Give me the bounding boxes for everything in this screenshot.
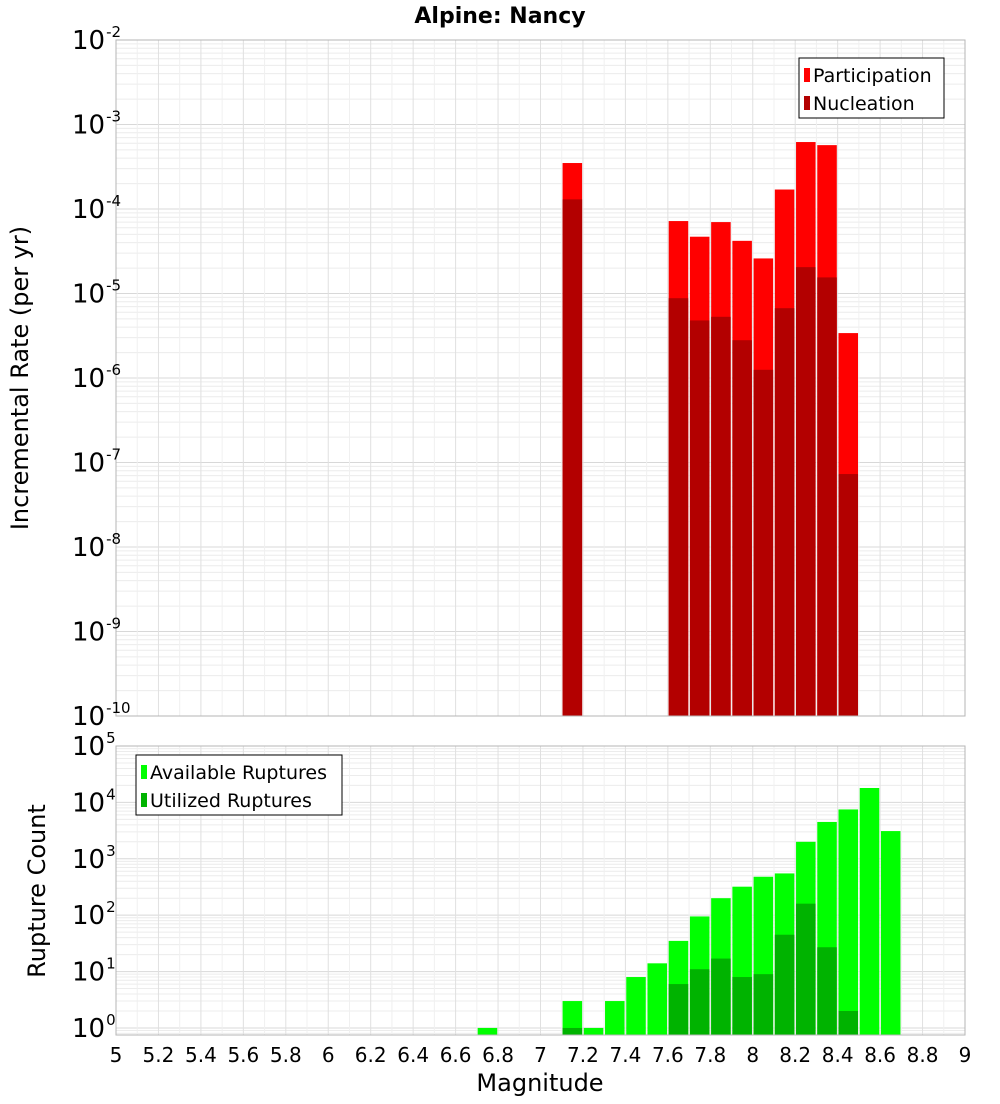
bottom-bar-secondary [689, 969, 710, 1035]
top-y-tick-label: 10-5 [72, 277, 121, 310]
x-tick-label: 7 [534, 1043, 547, 1067]
top-y-tick-label: 10-3 [72, 108, 121, 141]
bottom-plot-frame [115, 745, 966, 1036]
top-bar-secondary [753, 369, 774, 716]
bottom-bar-primary [859, 787, 880, 1035]
x-tick-label: 5.8 [270, 1043, 302, 1067]
x-tick-label: 6.8 [482, 1043, 514, 1067]
bottom-legend-label: Utilized Ruptures [150, 790, 312, 812]
top-y-tick-label: 10-2 [72, 23, 121, 56]
top-y-tick-labels: 10-10 10-9 10-8 10-7 10-6 10-5 10-4 10-3 10-2 [72, 23, 131, 732]
top-bar-secondary [732, 340, 752, 716]
bottom-y-tick-label: 101 [72, 955, 116, 988]
top-legend-swatch [804, 68, 810, 82]
bottom-legend: Available Ruptures Utilized Ruptures [135, 754, 343, 816]
x-tick-label: 8.6 [864, 1043, 896, 1067]
bottom-legend-swatch [141, 793, 147, 807]
bottom-y-tick-labels: 100 101 102 103 104 105 [72, 729, 116, 1044]
x-tick-label: 9 [959, 1043, 972, 1067]
bottom-y-axis-label: Rupture Count [23, 804, 51, 978]
chart-title: Alpine: Nancy [414, 4, 585, 29]
x-tick-label: 7.8 [694, 1043, 726, 1067]
top-plot-bars [562, 142, 859, 717]
top-plot-grid [115, 39, 966, 717]
top-bar-secondary [668, 298, 689, 716]
top-legend: Participation Nucleation [798, 57, 945, 119]
bottom-plot-bars [477, 787, 901, 1035]
x-tick-label: 5.6 [227, 1043, 259, 1067]
x-tick-label: 7.6 [652, 1043, 684, 1067]
bottom-bar-secondary [711, 958, 731, 1035]
bottom-y-tick-label: 104 [72, 785, 116, 818]
bottom-legend-label: Available Ruptures [150, 762, 327, 784]
bottom-bar-primary [880, 831, 901, 1035]
bottom-bar-secondary [796, 903, 816, 1035]
x-axis-label: Magnitude [476, 1069, 603, 1097]
bottom-bar-secondary [838, 1010, 859, 1035]
bottom-bar-primary [647, 963, 668, 1035]
x-tick-label: 8.4 [822, 1043, 854, 1067]
bottom-bar-secondary [774, 934, 795, 1035]
top-legend-label: Participation [813, 65, 932, 87]
top-bar-secondary [817, 277, 837, 716]
x-tick-label: 5.4 [185, 1043, 217, 1067]
bottom-y-tick-label: 102 [72, 898, 116, 931]
top-bar-secondary [562, 199, 583, 717]
bottom-legend-swatch [141, 765, 147, 779]
x-tick-label: 7.2 [567, 1043, 599, 1067]
x-tick-label: 5 [110, 1043, 123, 1067]
top-bar-secondary [838, 474, 859, 716]
top-y-tick-label: 10-4 [72, 192, 121, 225]
top-bar-secondary [711, 316, 731, 716]
bottom-y-tick-label: 103 [72, 842, 116, 875]
x-tick-label: 6.2 [355, 1043, 387, 1067]
bottom-legend-box [135, 754, 343, 816]
x-tick-label: 8.8 [907, 1043, 939, 1067]
bottom-bar-primary [583, 1027, 604, 1035]
bottom-y-tick-label: 100 [72, 1011, 116, 1044]
x-tick-label: 7.4 [609, 1043, 641, 1067]
x-tick-labels: 5 5.2 5.4 5.6 5.8 6 6.2 6.4 6.6 6.8 7 7.2 7.4 7.6 7.8 8… [110, 1043, 972, 1067]
bottom-bar-primary [838, 809, 859, 1035]
x-tick-label: 5.2 [143, 1043, 175, 1067]
bottom-bar-secondary [668, 984, 689, 1035]
top-y-tick-label: 10-9 [72, 615, 121, 648]
bottom-bar-secondary [753, 974, 774, 1035]
top-legend-box [798, 57, 945, 119]
top-bar-secondary [796, 267, 816, 716]
x-tick-label: 6.4 [397, 1043, 429, 1067]
top-legend-label: Nucleation [813, 93, 915, 115]
top-bar-secondary [774, 308, 795, 716]
bottom-bar-primary [477, 1027, 498, 1035]
top-y-axis-label: Incremental Rate (per yr) [6, 226, 34, 530]
bottom-bar-secondary [562, 1027, 583, 1035]
bottom-y-tick-label: 105 [72, 729, 116, 762]
bottom-bar-secondary [817, 947, 837, 1035]
bottom-bar-primary [562, 1001, 583, 1035]
x-tick-label: 6 [322, 1043, 335, 1067]
top-y-tick-label: 10-10 [72, 699, 131, 732]
bottom-bar-secondary [732, 977, 752, 1035]
top-y-tick-label: 10-8 [72, 530, 121, 563]
top-y-tick-label: 10-7 [72, 446, 121, 479]
top-legend-swatch [804, 96, 810, 110]
top-y-tick-label: 10-6 [72, 361, 121, 394]
top-bar-secondary [689, 320, 710, 716]
x-tick-label: 8 [746, 1043, 759, 1067]
x-tick-label: 6.6 [440, 1043, 472, 1067]
bottom-bar-primary [605, 1001, 625, 1035]
x-tick-label: 8.2 [779, 1043, 811, 1067]
top-plot-frame [115, 39, 966, 717]
bottom-bar-primary [626, 977, 646, 1035]
